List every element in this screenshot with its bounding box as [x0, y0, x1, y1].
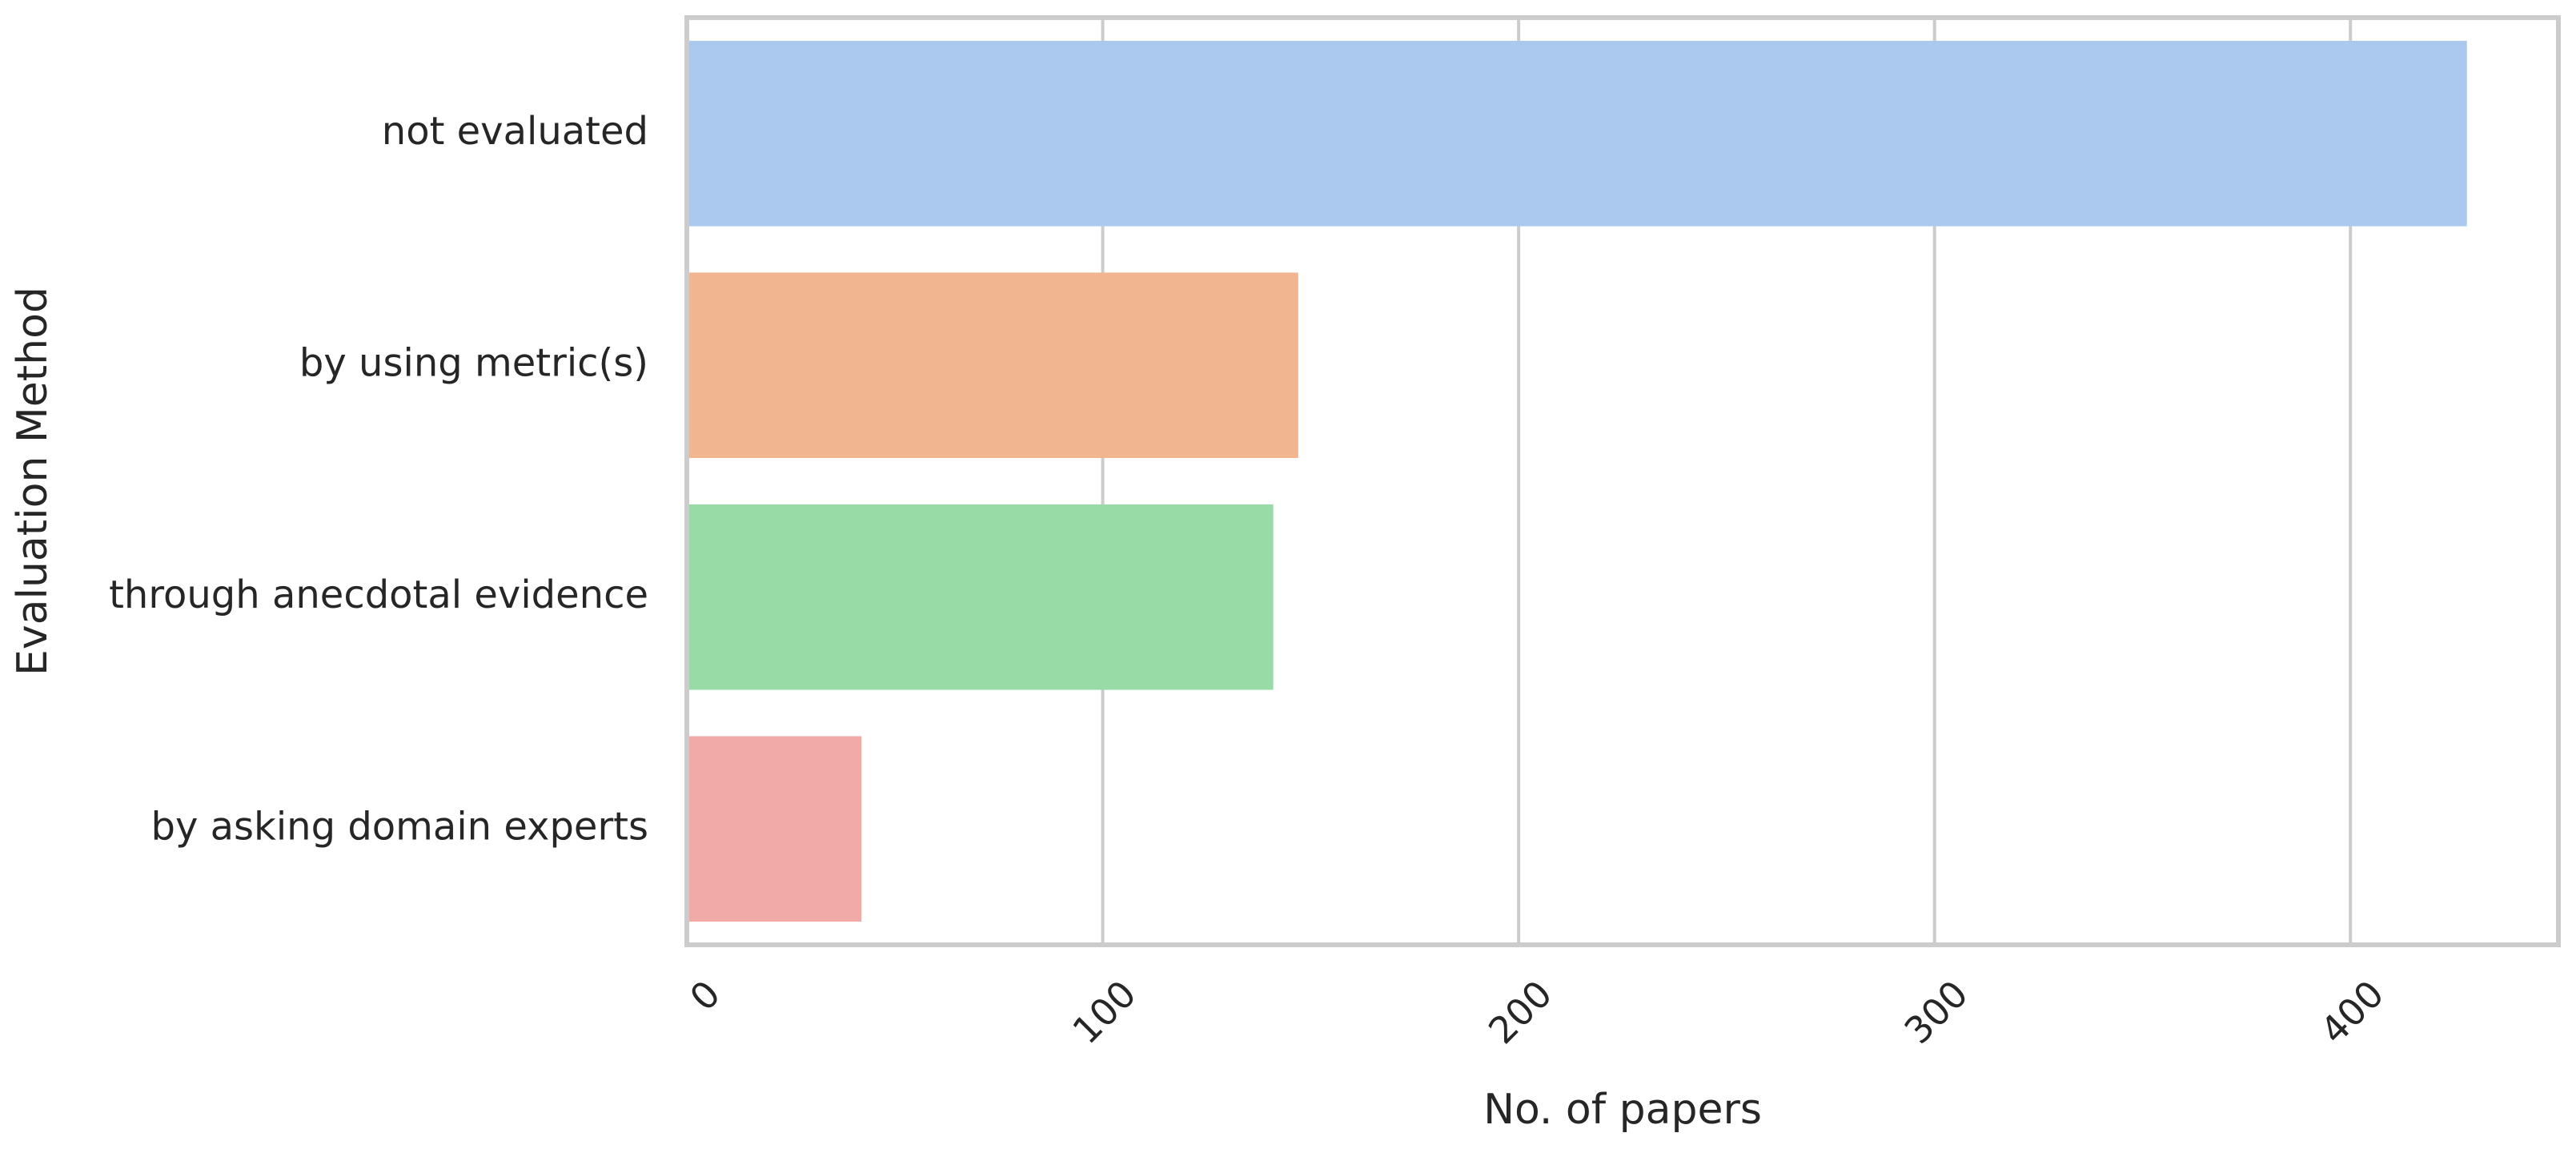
y-tick-label: not evaluated — [382, 109, 648, 154]
plot-frame — [684, 15, 2561, 947]
x-tick-label: 0 — [681, 972, 728, 1019]
x-axis-label: No. of papers — [1483, 1086, 1762, 1134]
bar — [687, 736, 862, 922]
bar — [687, 272, 1298, 459]
y-tick-label: by asking domain experts — [150, 804, 648, 849]
bars — [687, 40, 2467, 922]
bar — [687, 40, 2467, 227]
x-tick-label: 400 — [2312, 972, 2392, 1052]
y-tick-label: through anecdotal evidence — [109, 572, 648, 617]
y-tick-labels: not evaluated by using metric(s) through a… — [109, 109, 648, 850]
y-axis-label: Evaluation Method — [9, 287, 57, 676]
x-tick-label: 100 — [1064, 972, 1144, 1052]
bar — [687, 504, 1274, 690]
x-tick-label: 300 — [1896, 972, 1976, 1052]
x-tick-labels: 0 100 200 300 400 — [681, 972, 2392, 1052]
x-tick-label: 200 — [1480, 972, 1560, 1052]
y-tick-label: by using metric(s) — [299, 340, 648, 385]
